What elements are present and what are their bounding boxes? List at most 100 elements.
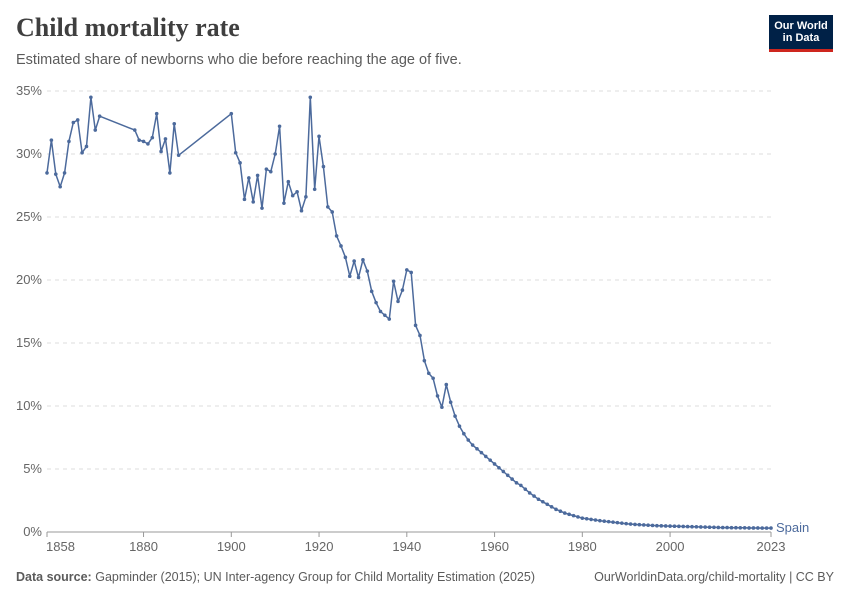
data-point (628, 522, 633, 526)
data-point (299, 208, 304, 213)
data-point (576, 515, 580, 519)
data-point (334, 234, 339, 238)
logo-line-2: in Data (782, 32, 820, 44)
data-point (93, 128, 98, 132)
data-point (251, 200, 256, 204)
data-point (720, 525, 725, 530)
data-point (725, 525, 729, 530)
data-point (681, 524, 686, 529)
data-point (409, 270, 413, 275)
data-point (545, 502, 550, 507)
data-point (707, 525, 712, 530)
data-point (606, 519, 611, 524)
data-point (479, 450, 484, 455)
data-point (505, 473, 510, 478)
data-point (663, 524, 668, 528)
source-url[interactable]: OurWorldinData.org/child-mortality | CC … (594, 570, 834, 584)
data-point (277, 124, 282, 129)
x-tick-label: 1940 (392, 539, 421, 554)
data-point (317, 134, 321, 139)
data-point (549, 505, 554, 509)
data-point (541, 499, 545, 504)
data-point (519, 483, 523, 488)
data-point (89, 95, 93, 100)
data-point (80, 150, 84, 155)
owid-logo[interactable]: Our World in Data (769, 15, 833, 52)
data-source-label: Data source: (16, 570, 92, 584)
data-point (668, 524, 672, 528)
data-point (760, 526, 765, 530)
data-point (659, 524, 664, 528)
data-point (268, 169, 273, 174)
data-point (242, 197, 247, 202)
data-point (290, 193, 295, 198)
page-title: Child mortality rate (16, 13, 240, 42)
data-point (378, 309, 383, 314)
data-point (712, 525, 716, 530)
data-point (492, 462, 497, 466)
y-tick-label: 20% (16, 272, 42, 287)
data-point (483, 454, 488, 459)
data-point (405, 268, 409, 272)
data-source: Data source: Gapminder (2015); UN Inter-… (16, 570, 535, 584)
data-point (75, 118, 80, 122)
data-point (71, 120, 76, 125)
data-point (233, 150, 238, 155)
x-tick-label: 1920 (305, 539, 334, 554)
data-point (558, 509, 563, 514)
data-point (633, 522, 637, 527)
data-point (347, 274, 352, 279)
data-point (137, 138, 141, 142)
data-point (457, 424, 462, 428)
data-point (624, 521, 628, 526)
data-point (694, 525, 699, 529)
data-point (312, 187, 317, 192)
logo-line-1: Our World (774, 20, 828, 32)
data-point (571, 513, 576, 518)
y-tick-label: 15% (16, 335, 42, 350)
data-point (374, 300, 378, 305)
data-point (497, 465, 501, 470)
y-tick-label: 0% (23, 524, 42, 539)
data-point (304, 195, 308, 199)
data-point (45, 171, 49, 175)
y-tick-label: 35% (16, 83, 42, 98)
data-point (510, 477, 514, 481)
data-point (159, 149, 163, 154)
data-point (168, 171, 172, 175)
data-point (369, 289, 374, 294)
data-point (488, 458, 492, 462)
data-point (637, 522, 642, 527)
data-point (751, 526, 756, 530)
data-point (655, 523, 659, 528)
data-point (435, 394, 440, 398)
data-point (396, 299, 400, 304)
data-point (247, 176, 251, 180)
data-point (260, 206, 264, 210)
data-point (672, 524, 677, 529)
data-point (602, 519, 607, 523)
data-point (641, 523, 646, 527)
data-point (49, 138, 54, 142)
data-point (703, 525, 707, 529)
data-point (698, 525, 703, 529)
data-point (431, 376, 435, 381)
data-point (286, 179, 291, 184)
data-point (690, 524, 694, 529)
data-point (589, 517, 593, 522)
data-point (308, 95, 313, 100)
data-point (361, 258, 365, 262)
chart-subtitle: Estimated share of newborns who die befo… (16, 52, 462, 68)
y-tick-label: 30% (16, 146, 42, 161)
data-point (391, 279, 396, 284)
data-point (611, 520, 615, 524)
data-point (400, 288, 405, 292)
data-point (97, 114, 102, 118)
data-point (84, 144, 89, 149)
data-point (729, 525, 734, 530)
data-point (426, 371, 431, 376)
data-point (343, 255, 348, 260)
x-tick-label: 2023 (757, 539, 786, 554)
data-point (67, 139, 71, 144)
data-point (716, 525, 721, 530)
